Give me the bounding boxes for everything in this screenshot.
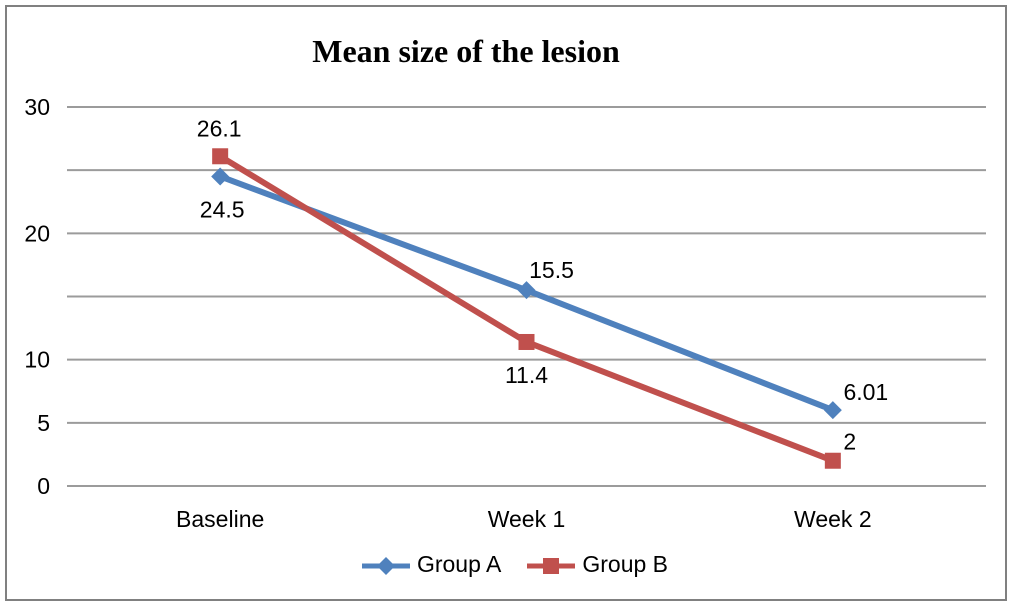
- y-axis-tick-label: 10: [24, 347, 50, 373]
- legend-item-group-b: Group B: [527, 553, 668, 578]
- data-label-group-b: 26.1: [197, 115, 242, 141]
- x-axis-category-label: Week 2: [794, 506, 872, 532]
- data-label-group-a: 6.01: [843, 379, 888, 405]
- legend-label-group-b: Group B: [582, 551, 669, 577]
- data-label-group-a: 15.5: [529, 257, 574, 283]
- group-a-line-diamond-icon: [361, 556, 410, 575]
- data-label-group-a: 24.5: [200, 196, 245, 222]
- data-point-marker-group-b: [212, 148, 229, 165]
- x-axis-category-label: Baseline: [176, 506, 264, 532]
- legend: Group A Group B: [0, 553, 1012, 578]
- chart-title: Mean size of the lesion: [312, 33, 620, 69]
- data-point-marker-group-a: [823, 401, 842, 420]
- y-axis-tick-label: 5: [37, 410, 50, 436]
- data-point-marker-group-a: [211, 167, 230, 186]
- data-point-marker-group-a: [517, 281, 536, 300]
- data-point-marker-group-b: [824, 452, 841, 469]
- y-axis-tick-label: 0: [37, 473, 50, 499]
- x-axis-category-label: Week 1: [488, 506, 566, 532]
- legend-label-group-a: Group A: [416, 551, 502, 577]
- group-b-line-square-icon: [527, 557, 576, 574]
- data-label-group-b: 2: [843, 429, 856, 455]
- data-label-group-b: 11.4: [505, 362, 548, 388]
- series-line-group-b: [217, 153, 836, 464]
- y-axis-tick-label: 20: [24, 220, 50, 246]
- data-point-marker-group-b: [518, 333, 535, 350]
- y-axis-tick-label: 30: [24, 94, 50, 120]
- legend-item-group-a: Group A: [361, 551, 502, 578]
